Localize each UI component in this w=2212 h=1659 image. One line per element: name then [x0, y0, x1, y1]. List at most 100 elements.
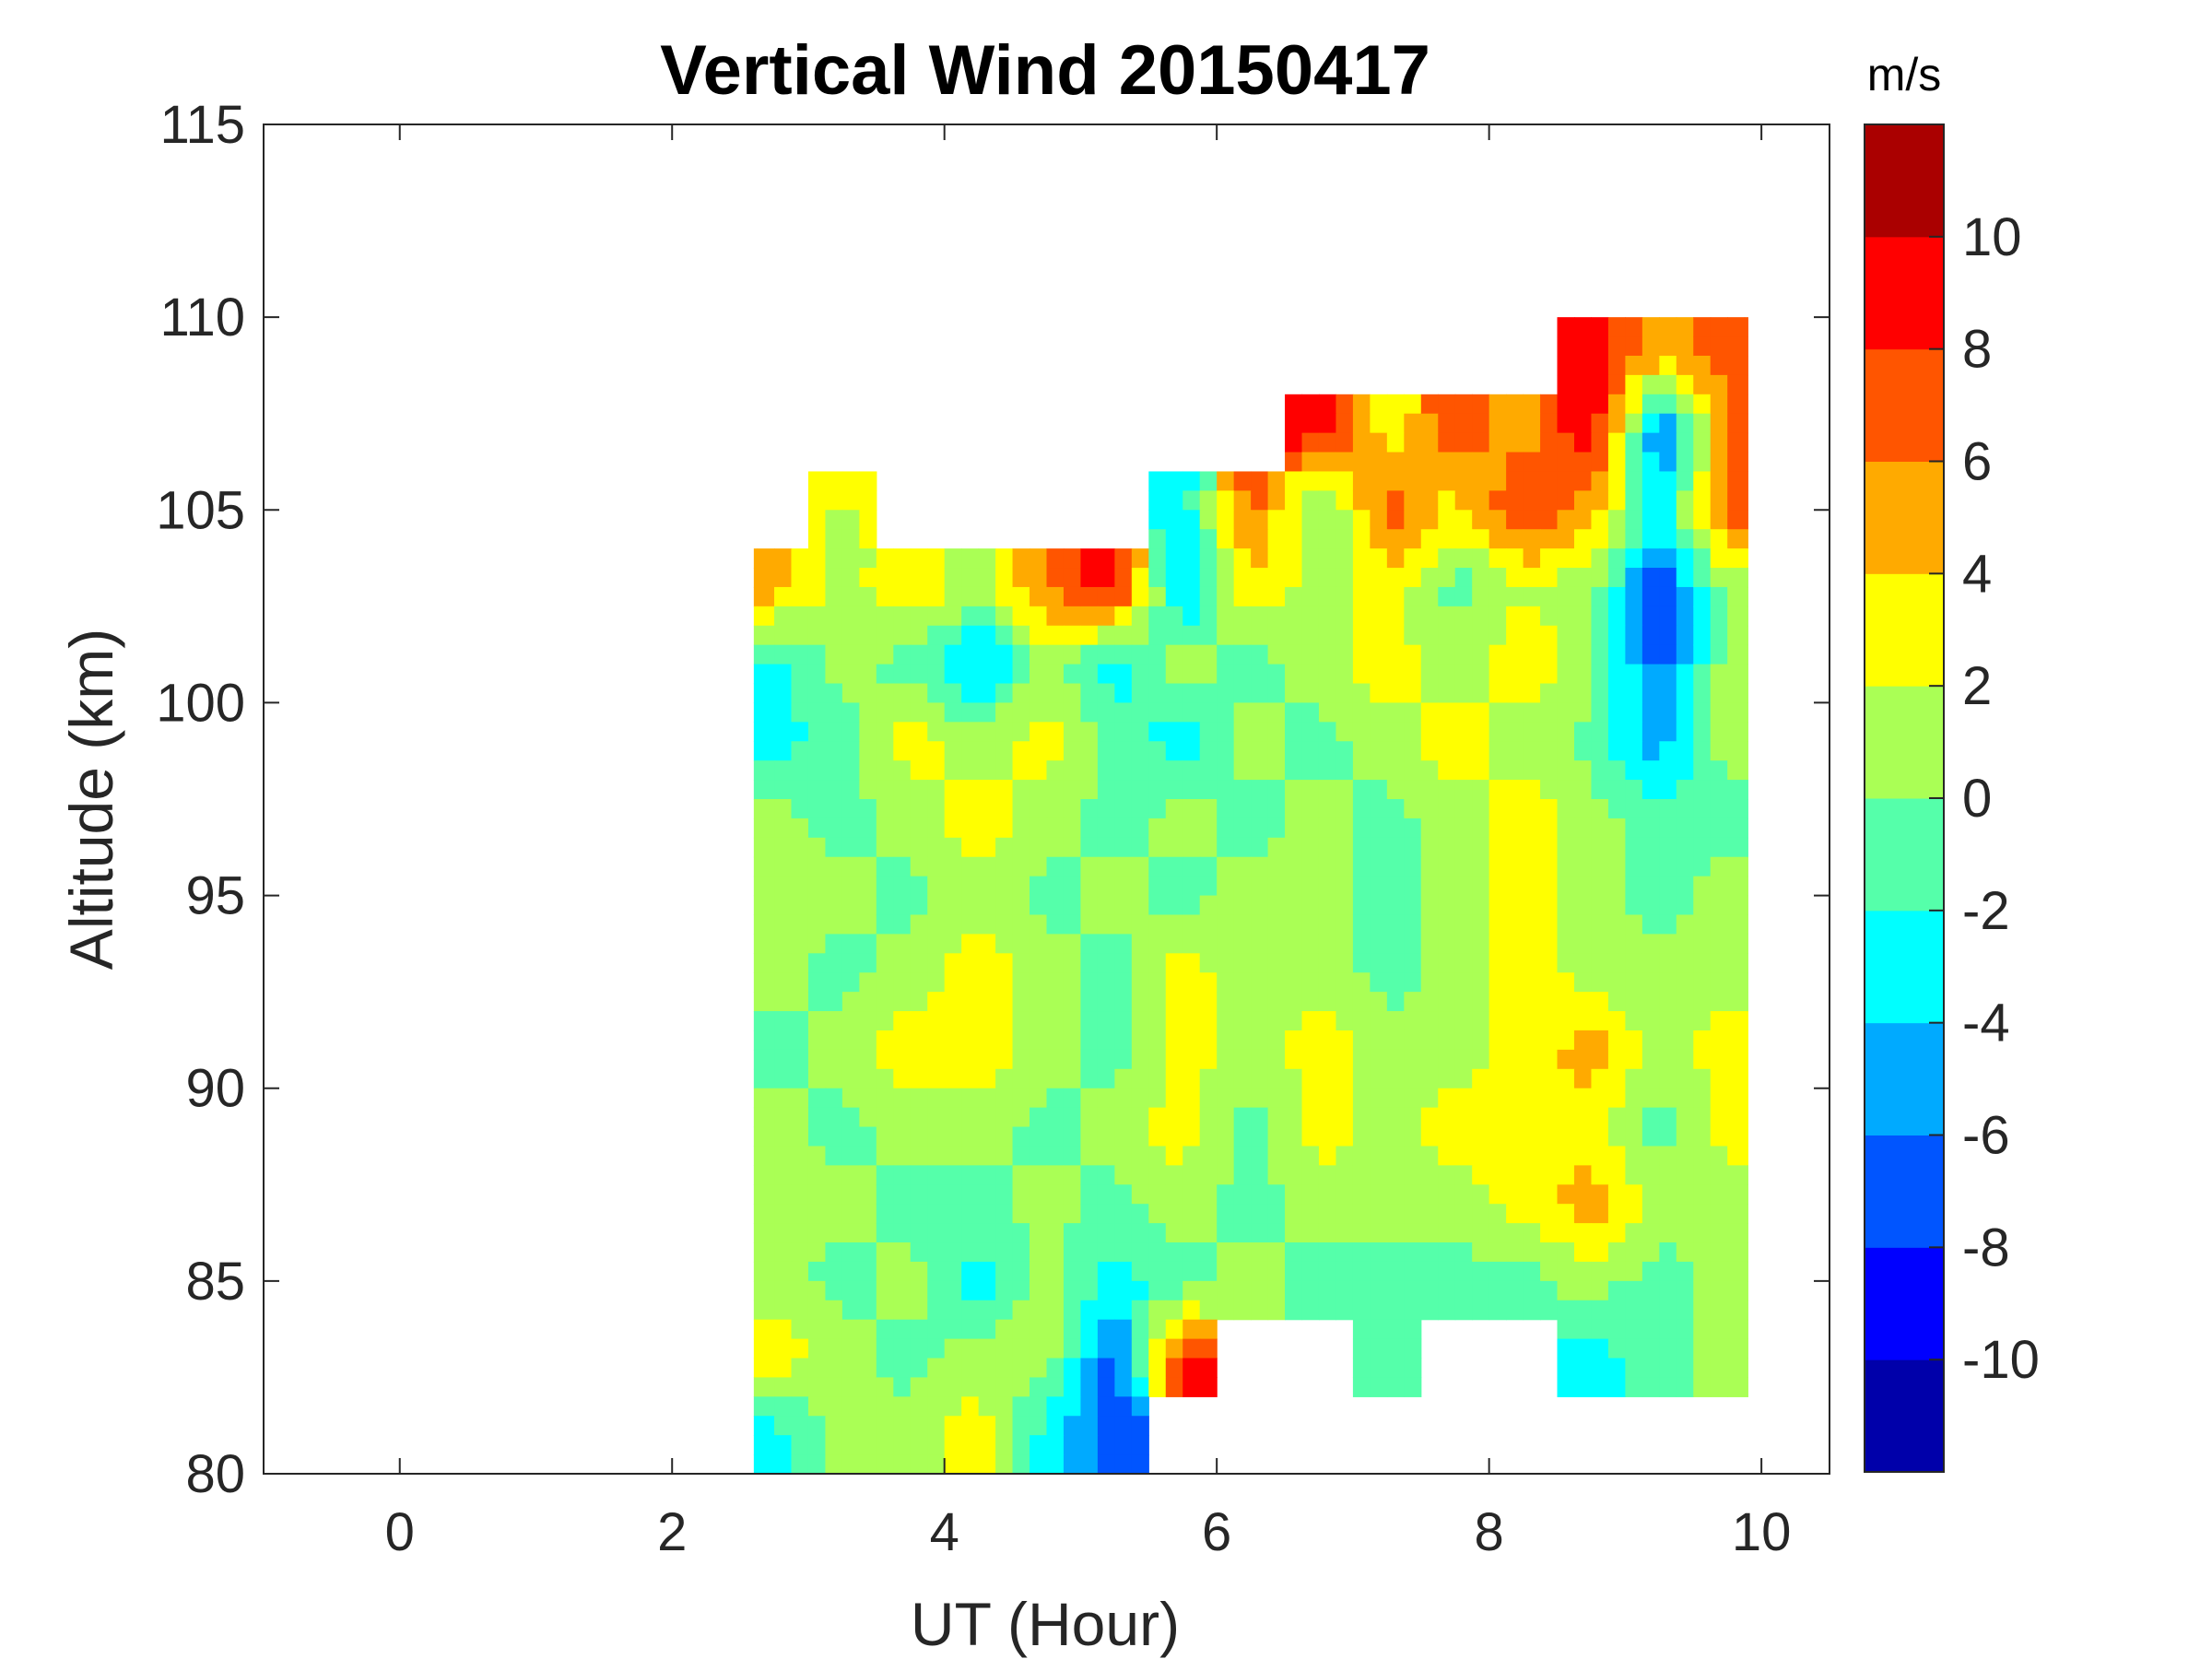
contour-cell [1420, 394, 1439, 415]
contour-cell [1012, 1204, 1030, 1224]
contour-cell [1693, 355, 1712, 376]
contour-cell [1438, 1068, 1456, 1089]
contour-cell [859, 529, 877, 549]
contour-cell [774, 625, 793, 646]
contour-cell [1472, 1280, 1490, 1301]
contour-cell [1318, 529, 1337, 549]
contour-cell [1659, 1107, 1677, 1128]
contour-cell [807, 895, 827, 916]
contour-cell [1030, 1435, 1048, 1455]
contour-cell [1199, 1242, 1218, 1263]
contour-cell [1352, 683, 1371, 704]
contour-cell [961, 953, 980, 973]
contour-cell [1420, 837, 1439, 858]
contour-cell [1693, 548, 1712, 569]
contour-cell [1352, 432, 1371, 453]
contour-cell [1063, 799, 1082, 819]
contour-cell [1165, 1338, 1183, 1359]
contour-cell [1625, 760, 1643, 781]
contour-cell [1693, 1088, 1712, 1109]
contour-cell [1625, 1300, 1643, 1321]
contour-cell [1199, 818, 1218, 839]
contour-cell [1540, 760, 1559, 781]
contour-cell [1097, 1223, 1115, 1243]
contour-cell [1693, 664, 1712, 685]
contour-cell [1148, 664, 1167, 685]
contour-cell [791, 895, 809, 916]
contour-cell [1540, 1049, 1559, 1070]
contour-cell [1540, 934, 1559, 954]
contour-cell [1335, 548, 1354, 569]
contour-cell [978, 760, 996, 781]
contour-cell [893, 1454, 912, 1475]
contour-cell [1046, 780, 1065, 800]
contour-cell [893, 1280, 912, 1301]
contour-cell [1318, 625, 1337, 646]
contour-cell [1420, 702, 1439, 723]
contour-cell [1607, 722, 1626, 742]
contour-cell [1251, 1068, 1269, 1089]
contour-cell [1335, 1261, 1354, 1282]
contour-cell [1607, 510, 1626, 530]
contour-cell [825, 1300, 843, 1321]
contour-cell [1148, 1146, 1167, 1166]
contour-cell [1727, 972, 1746, 993]
contour-cell [1676, 972, 1694, 993]
contour-cell [1199, 548, 1218, 569]
contour-cell [1625, 1377, 1643, 1397]
contour-cell [1199, 1261, 1218, 1282]
contour-cell [893, 644, 912, 665]
contour-cell [1233, 1204, 1252, 1224]
contour-cell [1540, 1165, 1559, 1185]
contour-cell [1097, 683, 1115, 704]
contour-cell [757, 1300, 775, 1321]
contour-cell [1557, 568, 1575, 588]
contour-cell [1063, 914, 1082, 935]
contour-cell [1114, 799, 1133, 819]
contour-cell [1693, 683, 1712, 704]
contour-cell [1046, 1223, 1065, 1243]
contour-cell [1591, 992, 1609, 1012]
contour-cell [774, 1377, 793, 1397]
contour-cell [1710, 1146, 1728, 1166]
contour-cell [1591, 374, 1609, 395]
contour-cell [1727, 1242, 1746, 1263]
contour-cell [893, 1126, 912, 1147]
contour-cell [1046, 1319, 1065, 1340]
contour-cell [1318, 1146, 1337, 1166]
contour-cell [1454, 548, 1473, 569]
contour-cell [1607, 1184, 1626, 1205]
contour-cell [1744, 1223, 1748, 1243]
contour-cell [927, 1338, 946, 1359]
contour-cell [1641, 799, 1660, 819]
contour-cell [1165, 1377, 1183, 1397]
contour-cell [927, 1300, 946, 1321]
contour-cell [1744, 1068, 1748, 1089]
contour-cell [995, 856, 1014, 877]
contour-cell [1557, 683, 1575, 704]
contour-cell [1472, 1126, 1490, 1147]
contour-cell [1404, 1126, 1422, 1147]
contour-cell [1454, 1049, 1473, 1070]
contour-cell [1285, 1223, 1303, 1243]
contour-cell [753, 1165, 759, 1185]
contour-cell [1727, 586, 1746, 607]
contour-cell [1523, 1011, 1541, 1031]
contour-cell [1710, 452, 1728, 473]
contour-cell [753, 586, 759, 607]
contour-cell [1217, 934, 1235, 954]
contour-cell [1404, 992, 1422, 1012]
contour-cell [1285, 1011, 1303, 1031]
contour-cell [1148, 1068, 1167, 1089]
contour-cell [1199, 934, 1218, 954]
contour-cell [1454, 432, 1473, 453]
contour-cell [1659, 934, 1677, 954]
contour-cell [927, 876, 946, 897]
contour-cell [1233, 586, 1252, 607]
contour-cell [927, 837, 946, 858]
contour-cell [841, 1338, 860, 1359]
contour-cell [1046, 876, 1065, 897]
contour-cell [1165, 1184, 1183, 1205]
contour-cell [1710, 374, 1728, 395]
contour-cell [1386, 702, 1405, 723]
